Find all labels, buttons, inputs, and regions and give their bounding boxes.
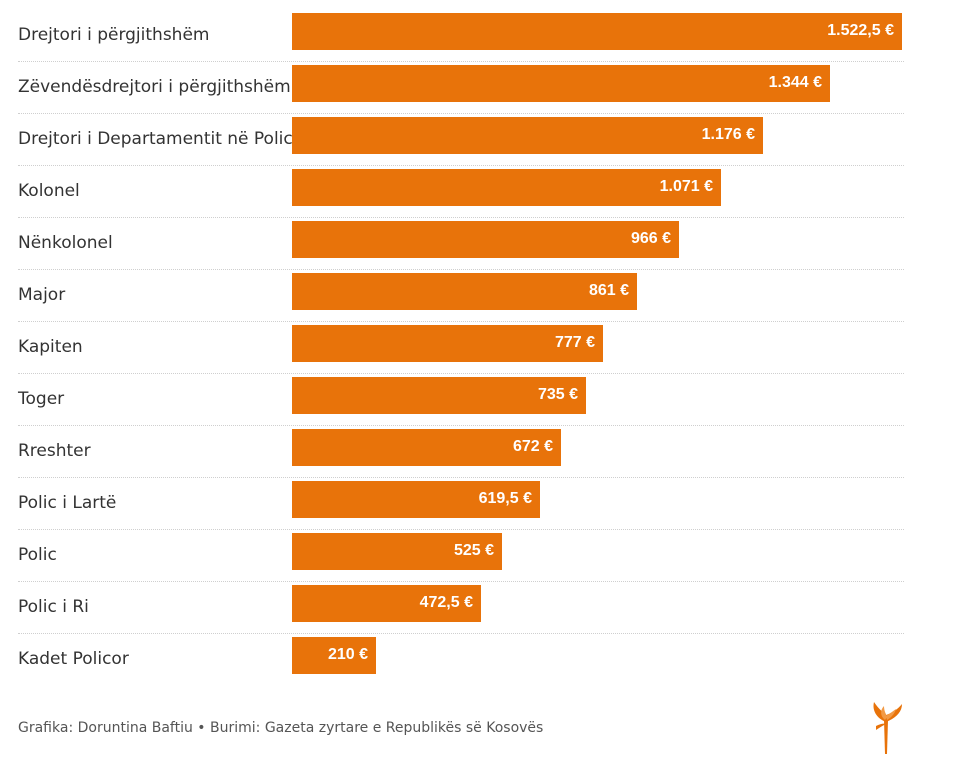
data-label: 1.176 €	[701, 126, 755, 143]
chart-row: Polic i Ri 472,5 €	[18, 582, 904, 634]
category-label: Kadet Policor	[18, 649, 129, 669]
category-label: Rreshter	[18, 441, 91, 461]
data-label: 672 €	[512, 438, 553, 455]
bar: 472,5 €	[292, 585, 481, 622]
chart-row: Nënkolonel 966 €	[18, 218, 904, 270]
bar: 210 €	[292, 637, 376, 674]
chart-row: Toger 735 €	[18, 374, 904, 426]
bar: 525 €	[292, 533, 502, 570]
chart-row: Drejtori i përgjithshëm 1.522,5 €	[18, 10, 904, 62]
bar: 619,5 €	[292, 481, 540, 518]
data-label: 777 €	[554, 334, 595, 351]
chart-row: Polic 525 €	[18, 530, 904, 582]
category-label: Toger	[18, 389, 65, 409]
data-label: 966 €	[630, 230, 671, 247]
data-label: 861 €	[588, 282, 629, 299]
bar: 1.176 €	[292, 117, 763, 154]
data-label: 1.522,5 €	[827, 22, 894, 39]
category-label: Polic i Lartë	[18, 493, 117, 513]
chart-row: Kadet Policor 210 €	[18, 634, 904, 686]
chart-row: Rreshter 672 €	[18, 426, 904, 478]
chart-row: Major 861 €	[18, 270, 904, 322]
data-label: 619,5 €	[478, 490, 532, 507]
bar: 1.522,5 €	[292, 13, 902, 50]
bar: 861 €	[292, 273, 637, 310]
chart-footer-source: Grafika: Doruntina Baftiu • Burimi: Gaze…	[18, 720, 544, 736]
data-label: 735 €	[537, 386, 578, 403]
data-label: 525 €	[453, 542, 494, 559]
category-label: Polic i Ri	[18, 597, 89, 617]
data-label: 472,5 €	[419, 594, 473, 611]
data-label: 210 €	[327, 646, 368, 663]
data-label: 1.071 €	[659, 178, 713, 195]
category-label: Kapiten	[18, 337, 83, 357]
chart-row: Drejtori i Departamentit në Polici 1.176 …	[18, 114, 904, 166]
bar: 735 €	[292, 377, 586, 414]
category-label: Major	[18, 285, 66, 305]
bar: 777 €	[292, 325, 603, 362]
chart-row: Zëvendësdrejtori i përgjithshëm 1.344 €	[18, 62, 904, 114]
category-label: Zëvendësdrejtori i përgjithshëm	[18, 77, 291, 97]
bar: 1.071 €	[292, 169, 721, 206]
category-label: Drejtori i Departamentit në Polici	[18, 129, 298, 149]
bar: 966 €	[292, 221, 679, 258]
bar-chart: Drejtori i përgjithshëm 1.522,5 € Zëvendës…	[18, 10, 904, 686]
data-label: 1.344 €	[768, 74, 822, 91]
bar: 1.344 €	[292, 65, 830, 102]
category-label: Nënkolonel	[18, 233, 113, 253]
torch-logo-icon	[873, 702, 902, 754]
chart-row: Kolonel 1.071 €	[18, 166, 904, 218]
chart-row: Kapiten 777 €	[18, 322, 904, 374]
category-label: Drejtori i përgjithshëm	[18, 25, 210, 45]
category-label: Kolonel	[18, 181, 80, 201]
bar: 672 €	[292, 429, 561, 466]
chart-row: Polic i Lartë 619,5 €	[18, 478, 904, 530]
category-label: Polic	[18, 545, 57, 565]
